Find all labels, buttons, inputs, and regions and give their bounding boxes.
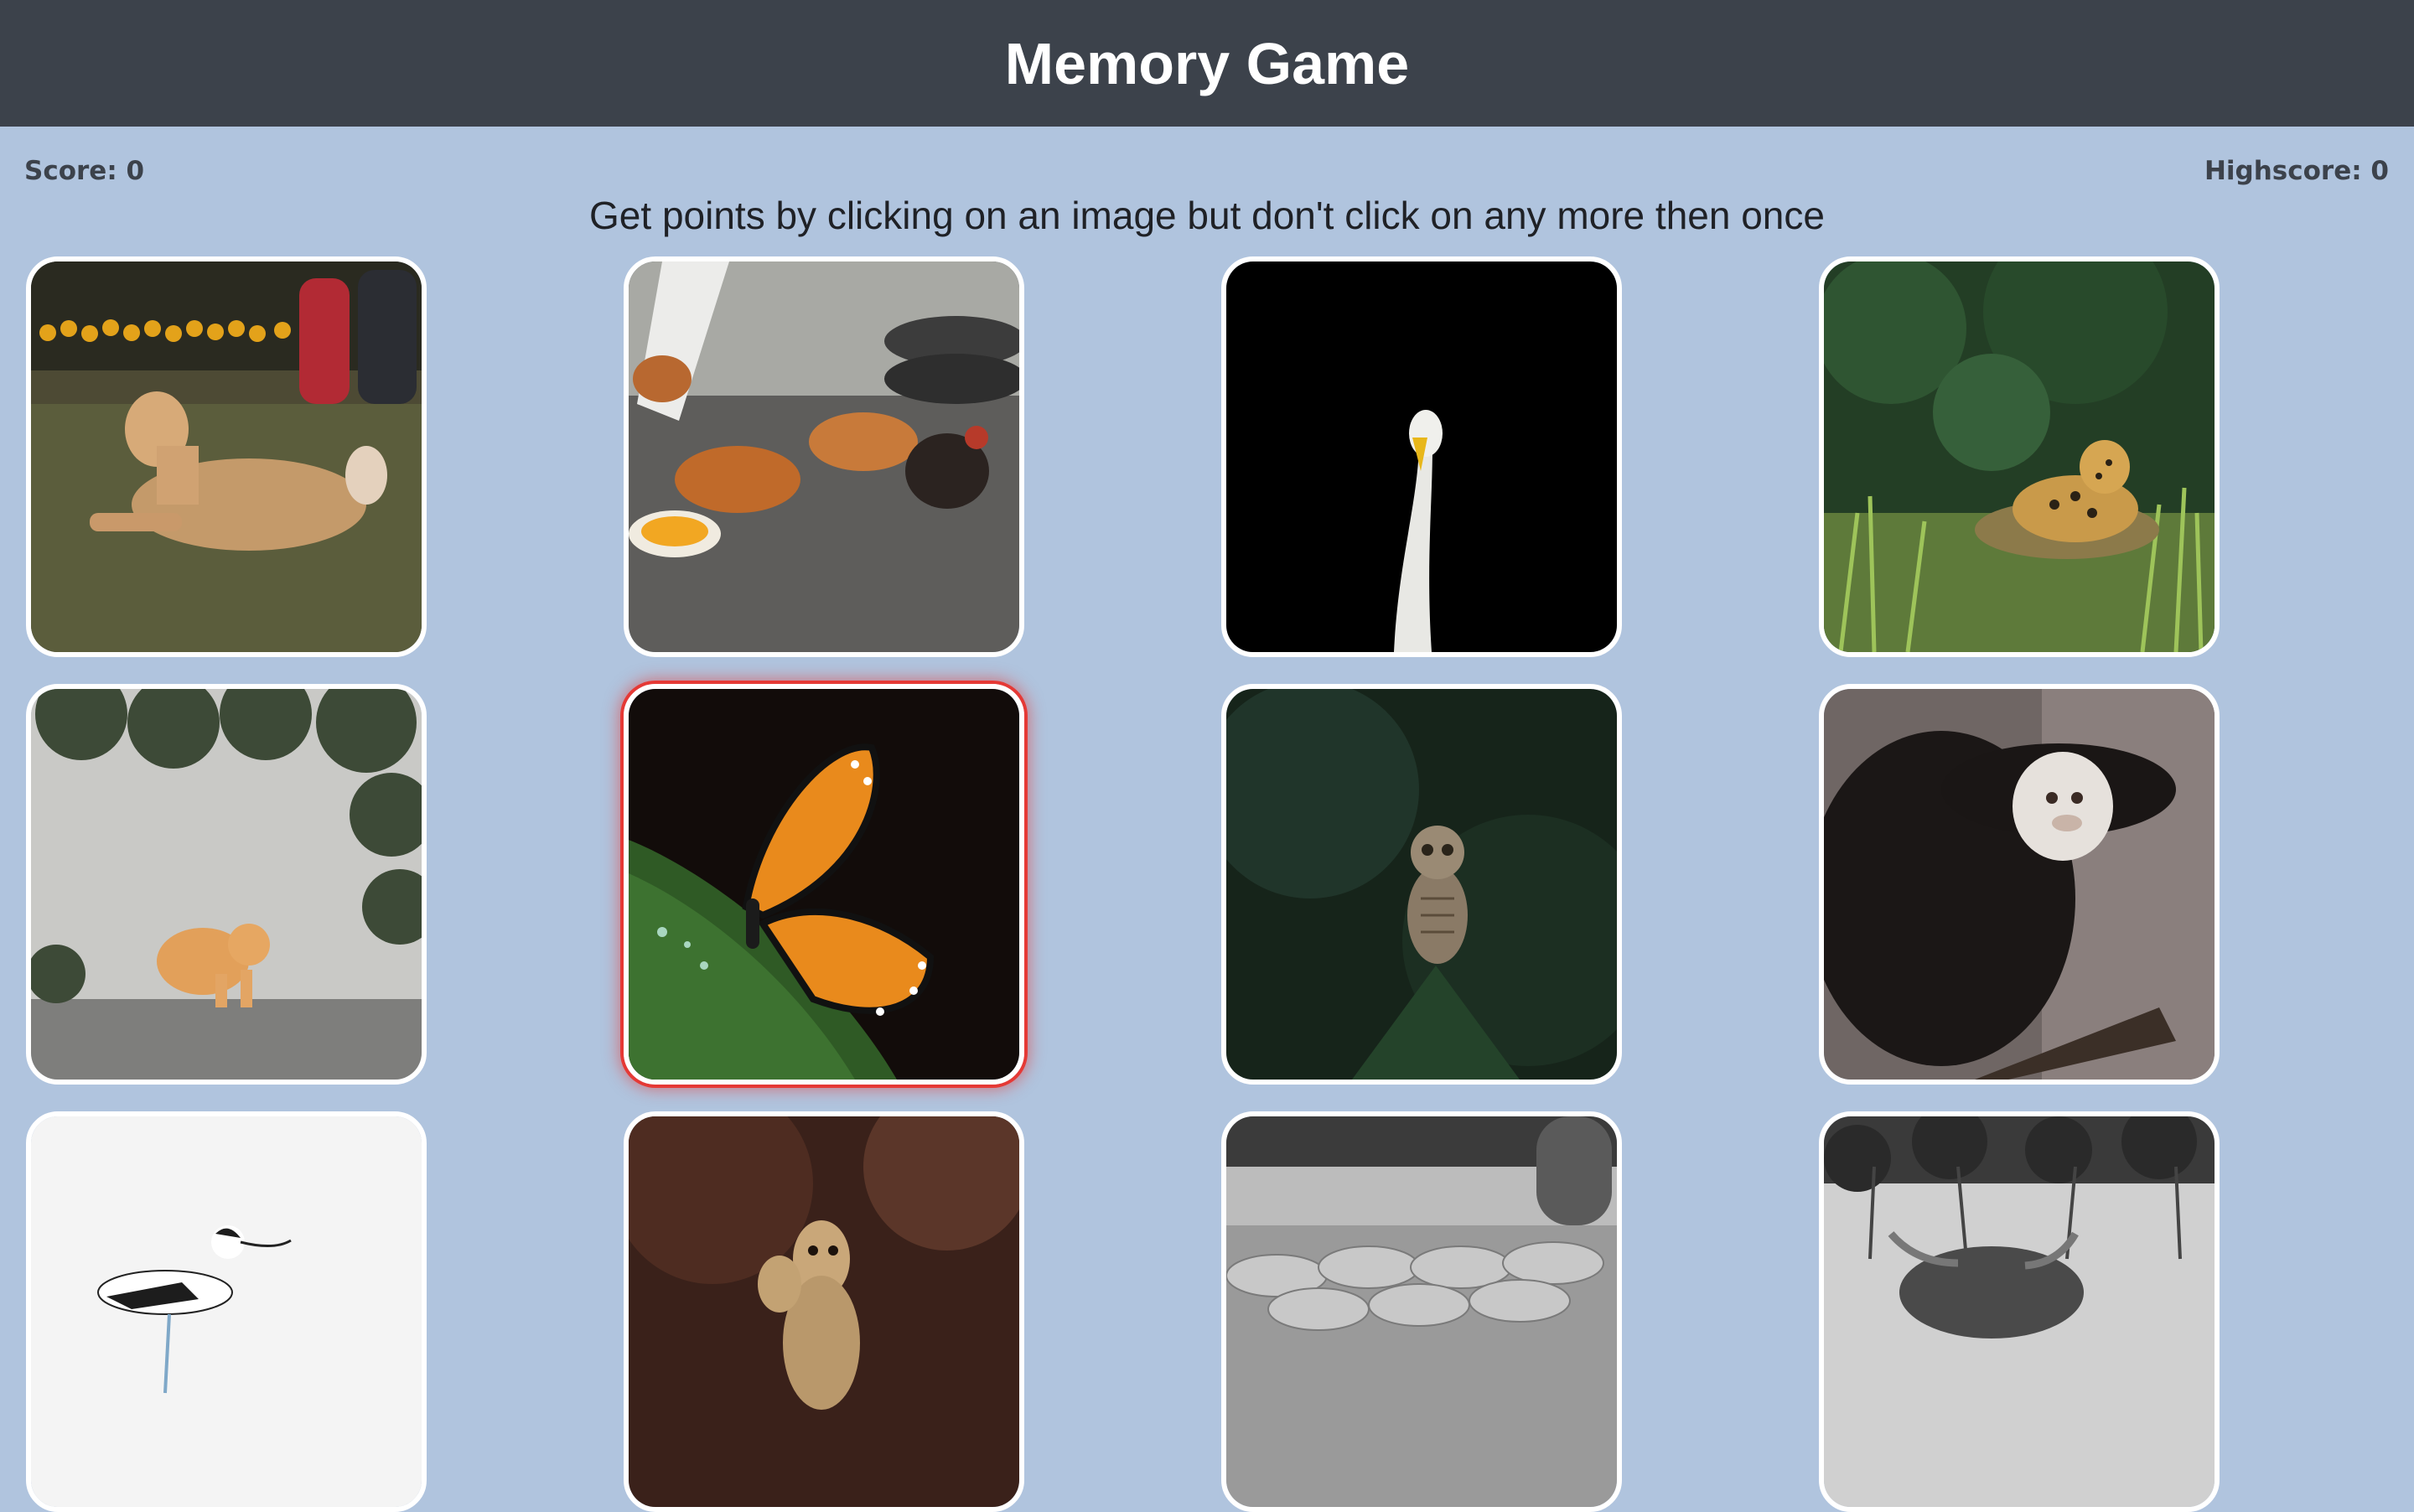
swan-image: [1226, 261, 1617, 652]
highland-cow-image: [1824, 1116, 2215, 1507]
sheep-image: [1226, 1116, 1617, 1507]
card-swan[interactable]: [1221, 256, 1622, 657]
app-header: Memory Game: [0, 0, 2414, 127]
card-owl[interactable]: [1221, 684, 1622, 1085]
card-meerkat[interactable]: [624, 1111, 1024, 1512]
score-display: Score: 0: [24, 156, 145, 186]
chickens-image: [629, 261, 1019, 652]
card-highland-cow[interactable]: [1819, 1111, 2220, 1512]
jaguar-image: [1824, 261, 2215, 652]
instructions-text: Get points by clicking on an image but d…: [589, 194, 1825, 237]
butterfly-image: [629, 689, 1019, 1080]
card-sheep[interactable]: [1221, 1111, 1622, 1512]
page-title: Memory Game: [1004, 30, 1410, 96]
card-avocet[interactable]: [26, 1111, 427, 1512]
marmoset-image: [1824, 689, 2215, 1080]
card-cat[interactable]: [26, 684, 427, 1085]
avocet-image: [31, 1116, 422, 1507]
card-butterfly[interactable]: [624, 684, 1024, 1085]
card-jaguar[interactable]: [1819, 256, 2220, 657]
cat-image: [31, 689, 422, 1080]
card-marmoset[interactable]: [1819, 684, 2220, 1085]
card-dog[interactable]: [26, 256, 427, 657]
card-chickens[interactable]: [624, 256, 1024, 657]
highscore-display: Highscore: 0: [2204, 156, 2389, 186]
card-grid: [26, 256, 2220, 1512]
meerkat-image: [629, 1116, 1019, 1507]
dog-image: [31, 261, 422, 652]
owl-image: [1226, 689, 1617, 1080]
